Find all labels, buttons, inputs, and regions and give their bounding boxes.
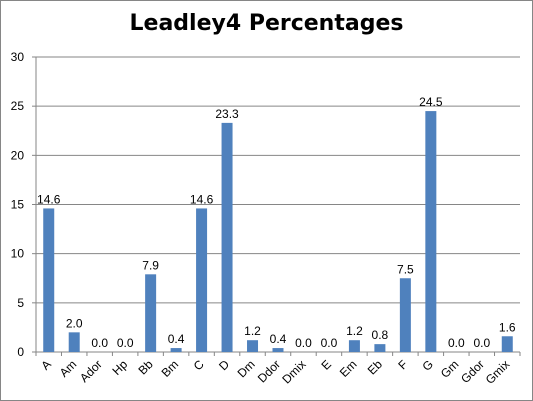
- x-tick-label-Dmix: Dmix: [279, 357, 308, 386]
- x-tick-label-Bm: Bm: [159, 357, 182, 380]
- bar-Em: [348, 340, 360, 352]
- data-label-Dmix: 0.0: [295, 336, 312, 350]
- data-label-Ddor: 0.4: [270, 332, 287, 346]
- data-label-F: 7.5: [397, 262, 414, 276]
- data-label-G: 24.5: [419, 95, 443, 109]
- gridlines: [36, 56, 520, 304]
- data-label-Bb: 7.9: [142, 258, 159, 272]
- data-label-Eb: 0.8: [372, 328, 389, 342]
- data-label-Ador: 0.0: [91, 336, 108, 350]
- bar-G: [425, 111, 437, 352]
- bar-Gmix: [501, 336, 513, 352]
- y-tick-label: 0: [17, 345, 24, 359]
- bar-Ddor: [272, 348, 284, 352]
- y-axis-tick-labels: 0 5 10 15 20 25 30: [11, 50, 25, 359]
- x-tick-label-Ador: Ador: [77, 357, 105, 385]
- x-tick-label-C: C: [191, 357, 207, 373]
- x-tick-label-F: F: [395, 357, 410, 372]
- x-tick-label-Dm: Dm: [235, 357, 258, 380]
- x-tick-label-Em: Em: [337, 357, 360, 380]
- y-tick-label: 30: [11, 50, 25, 64]
- y-tick-label: 15: [11, 198, 25, 212]
- x-tick-label-Gm: Gm: [438, 357, 462, 381]
- x-tick-label-D: D: [216, 357, 232, 373]
- data-label-Gmix: 1.6: [499, 320, 516, 334]
- data-label-C: 14.6: [190, 192, 214, 206]
- data-label-Bm: 0.4: [168, 332, 185, 346]
- x-tick-label-G: G: [419, 357, 436, 374]
- y-tick-label: 20: [11, 148, 25, 162]
- data-label-Gdor: 0.0: [473, 336, 490, 350]
- x-tick-label-E: E: [319, 357, 335, 373]
- bar-Dm: [247, 340, 259, 352]
- y-tick-label: 25: [11, 99, 25, 113]
- y-tick-label: 10: [11, 247, 25, 261]
- axes: [32, 56, 521, 356]
- x-tick-label-Ddor: Ddor: [255, 357, 283, 385]
- bar-Eb: [374, 344, 386, 352]
- data-label-A: 14.6: [37, 192, 61, 206]
- x-tick-label-A: A: [38, 357, 54, 373]
- bar-A: [43, 208, 55, 352]
- x-tick-label-Gmix: Gmix: [483, 357, 513, 387]
- bar-D: [221, 122, 233, 352]
- data-label-Am: 2.0: [66, 316, 83, 330]
- chart-title: Leadley4 Percentages: [129, 11, 404, 36]
- data-label-E: 0.0: [321, 336, 338, 350]
- x-tick-label-Bb: Bb: [135, 357, 156, 378]
- data-labels: 14.6 2.0 0.0 0.0 7.9 0.4 14.6 23.3 1.2 0.4 0.0 0.0 1…: [37, 95, 516, 350]
- x-tick-label-Hp: Hp: [110, 357, 131, 378]
- data-label-Hp: 0.0: [117, 336, 134, 350]
- data-label-Gm: 0.0: [448, 336, 465, 350]
- bar-Bm: [170, 348, 182, 352]
- y-tick-label: 5: [17, 296, 24, 310]
- x-tick-label-Gdor: Gdor: [458, 357, 487, 386]
- data-label-D: 23.3: [215, 107, 239, 121]
- bars: [43, 111, 513, 352]
- data-label-Em: 1.2: [346, 324, 363, 338]
- data-label-Dm: 1.2: [244, 324, 261, 338]
- bar-Am: [68, 332, 80, 352]
- x-tick-label-Eb: Eb: [365, 357, 386, 378]
- x-tick-label-Am: Am: [57, 357, 80, 380]
- bar-F: [399, 278, 411, 352]
- bar-C: [196, 208, 208, 352]
- bar-Bb: [145, 274, 157, 352]
